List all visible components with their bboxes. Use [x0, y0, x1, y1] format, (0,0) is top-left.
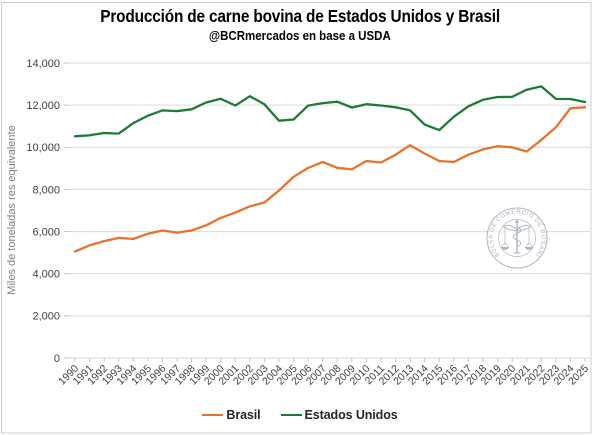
seal-inner-circle: [498, 219, 536, 257]
estados-unidos-line-swatch: [280, 413, 302, 417]
bolsa-de-comercio-de-rosario-seal: BOLSA DE COMERCIO DE ROSARIO: [486, 207, 548, 269]
y-tick-label: 8,000: [32, 184, 60, 196]
y-axis-title: Miles de toneladas res equivalente: [6, 125, 18, 294]
subtitle-row: @BCRmercados en base a USDA: [0, 27, 600, 45]
y-tick-label: 10,000: [26, 142, 60, 154]
y-tick-label: 14,000: [26, 58, 60, 70]
series-layer: [73, 85, 587, 253]
series-line-brasil: [73, 106, 587, 253]
y-tick-label: 12,000: [26, 100, 60, 112]
series-line-estados-unidos: [73, 85, 587, 138]
y-tick-label: 4,000: [32, 269, 60, 281]
brasil-line-swatch: [202, 413, 224, 417]
legend-item-estados-unidos: Estados Unidos: [280, 408, 398, 422]
legend-item-brasil: Brasil: [202, 408, 261, 422]
title-row: Producción de carne bovina de Estados Un…: [0, 6, 600, 27]
chart-subtitle: @BCRmercados en base a USDA: [209, 29, 391, 43]
y-tick-label: 2,000: [32, 311, 60, 323]
y-tick-label: 6,000: [32, 226, 60, 238]
chart-border: [1, 2, 592, 434]
y-tick-label: 0: [54, 353, 60, 365]
chart-legend: Brasil Estados Unidos: [0, 405, 600, 425]
chart-title: Producción de carne bovina de Estados Un…: [100, 6, 500, 26]
scales-caduceus-icon: [501, 220, 533, 254]
estados-unidos-legend-label: Estados Unidos: [304, 408, 398, 422]
brasil-legend-label: Brasil: [226, 408, 261, 422]
